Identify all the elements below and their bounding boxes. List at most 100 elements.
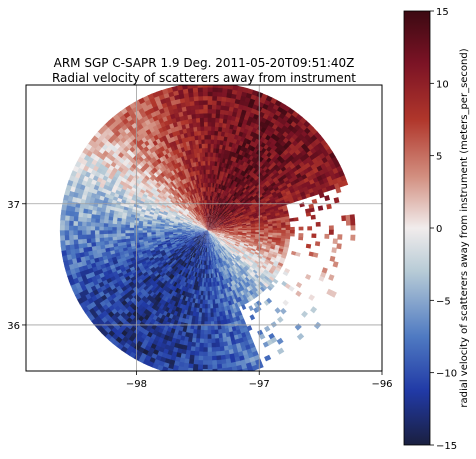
radar-gate: [191, 118, 197, 124]
radar-gate: [191, 214, 196, 219]
radar-gate: [164, 199, 170, 204]
radar-gate: [189, 240, 195, 245]
radar-gate: [190, 241, 195, 245]
radar-gate: [205, 212, 207, 218]
radar-gate: [166, 272, 172, 278]
radar-gate: [267, 193, 274, 198]
radar-gate: [225, 283, 229, 289]
radar-gate: [164, 192, 169, 198]
radar-gate: [203, 212, 206, 218]
radar-gate: [172, 210, 178, 215]
radar-gate: [232, 298, 238, 305]
radar-gate: [253, 194, 259, 199]
radar-gate: [235, 297, 240, 304]
radar-gate: [163, 163, 169, 170]
radar-gate: [212, 156, 216, 162]
radar-gate: [224, 288, 229, 294]
radar-gate: [202, 233, 206, 238]
radar-gate: [146, 230, 152, 233]
radar-gate: [142, 193, 148, 199]
radar-gate: [185, 332, 191, 338]
radar-gate: [212, 295, 216, 300]
radar-gate: [211, 260, 214, 266]
radar-gate: [187, 237, 193, 241]
radar-gate: [209, 234, 213, 239]
radar-gate: [76, 193, 83, 200]
radar-gate: [213, 134, 218, 140]
radar-gate: [166, 203, 172, 208]
radar-gate: [163, 228, 169, 231]
radar-gate: [203, 178, 206, 183]
radar-gate: [177, 211, 182, 216]
radar-gate: [184, 203, 189, 208]
radar-gate: [64, 220, 70, 227]
radar-gate: [205, 286, 208, 292]
radar-gate: [189, 246, 194, 251]
radar-gate: [184, 247, 189, 252]
radar-gate: [193, 188, 197, 194]
radar-gate: [195, 183, 199, 189]
radar-gate: [180, 189, 185, 195]
radar-gate: [178, 93, 185, 100]
radar-gate: [196, 259, 200, 265]
radar-gate: [208, 234, 210, 240]
radar-gate: [188, 122, 194, 129]
radar-gate: [219, 248, 223, 253]
radar-gate: [220, 225, 225, 228]
radar-gate: [257, 185, 263, 191]
radar-gate: [223, 220, 228, 224]
radar-gate: [197, 156, 201, 162]
radar-gate: [308, 203, 315, 209]
radar-gate: [156, 242, 162, 246]
radar-gate: [196, 126, 201, 132]
radar-gate: [217, 183, 221, 189]
radar-gate: [149, 182, 155, 188]
radar-gate: [186, 235, 192, 238]
radar-gate: [250, 171, 256, 178]
radar-gate: [108, 216, 114, 221]
radar-gate: [203, 228, 208, 231]
radar-gate: [133, 191, 139, 197]
radar-gate: [202, 165, 206, 170]
radar-gate: [251, 210, 257, 215]
radar-gate: [162, 280, 168, 286]
radar-gate: [223, 372, 229, 378]
radar-gate: [195, 224, 200, 227]
radar-gate: [67, 259, 74, 266]
radar-gate: [236, 194, 242, 200]
radar-gate: [200, 218, 204, 224]
radar-gate: [159, 198, 165, 204]
radar-gate: [190, 252, 194, 257]
radar-gate: [194, 212, 198, 217]
radar-gate: [201, 255, 204, 261]
radar-gate: [189, 195, 193, 200]
radar-gate: [223, 341, 229, 347]
radar-gate: [222, 140, 227, 146]
radar-gate: [245, 92, 252, 99]
radar-gate: [198, 230, 204, 232]
radar-gate: [188, 337, 194, 343]
radar-gate: [192, 188, 196, 194]
radar-gate: [187, 118, 193, 124]
radar-gate: [220, 226, 226, 228]
radar-gate: [215, 104, 221, 110]
radar-gate: [345, 219, 351, 226]
radar-gate: [207, 227, 212, 231]
radar-gate: [182, 245, 188, 250]
radar-gate: [195, 225, 200, 228]
radar-gate: [209, 221, 211, 227]
radar-gate: [221, 122, 227, 128]
radar-gate: [187, 221, 192, 224]
radar-gate: [199, 259, 202, 265]
radar-gate: [220, 319, 225, 326]
radar-gate: [85, 226, 91, 232]
radar-gate: [154, 272, 160, 278]
radar-gate: [203, 230, 208, 233]
radar-gate: [205, 217, 207, 222]
radar-gate: [259, 205, 265, 210]
radar-gate: [189, 185, 193, 191]
radar-gate: [210, 238, 212, 244]
radar-gate: [190, 232, 195, 235]
radar-gate: [172, 225, 178, 228]
radar-gate: [223, 222, 229, 225]
